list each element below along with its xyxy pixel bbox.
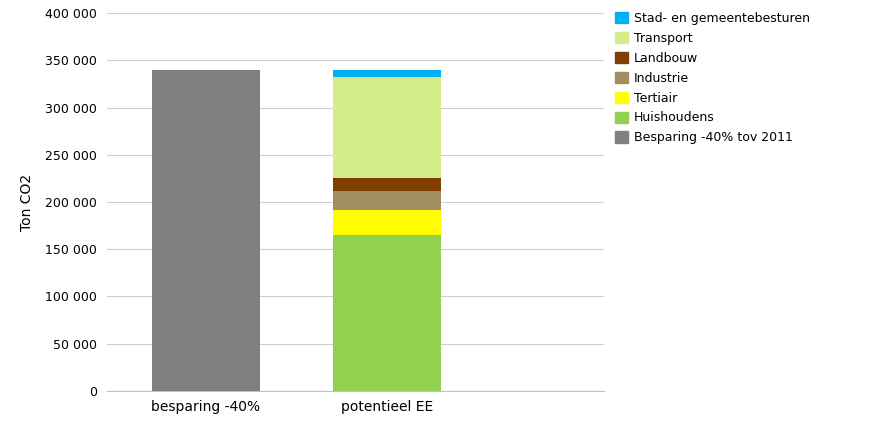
- Bar: [152, 70, 260, 391]
- Y-axis label: Ton CO2: Ton CO2: [20, 174, 34, 230]
- Bar: [333, 210, 441, 235]
- Bar: [333, 178, 441, 191]
- Legend: Stad- en gemeentebesturen, Transport, Landbouw, Industrie, Tertiair, Huishoudens: Stad- en gemeentebesturen, Transport, La…: [615, 12, 810, 144]
- Bar: [333, 77, 441, 178]
- Bar: [333, 70, 441, 77]
- Bar: [333, 235, 441, 391]
- Bar: [333, 191, 441, 210]
